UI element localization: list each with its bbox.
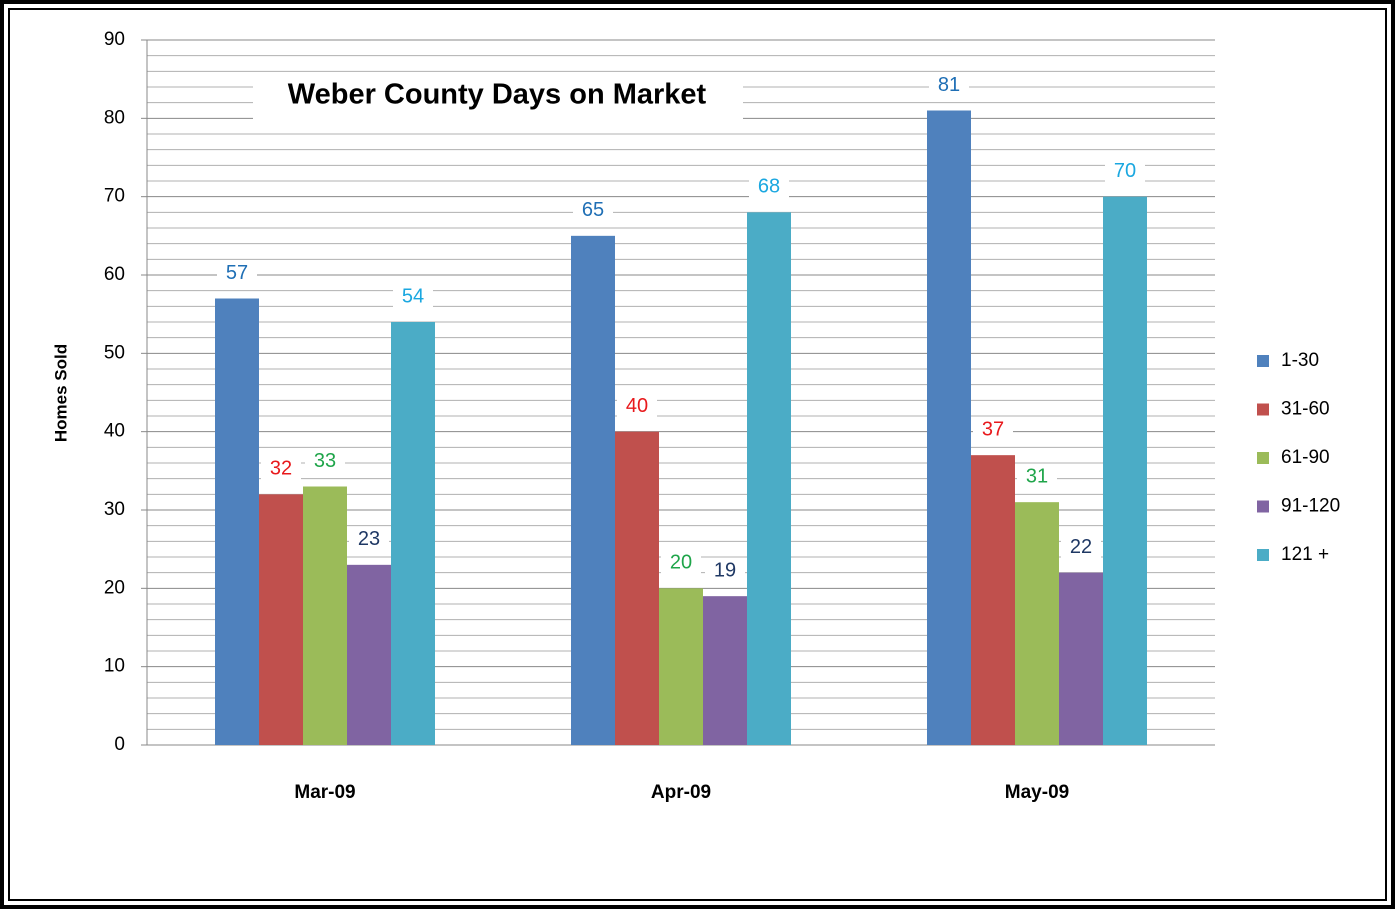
y-tick-label: 40 <box>104 421 125 442</box>
y-tick-label: 30 <box>104 499 125 520</box>
bar <box>347 564 391 745</box>
data-label-bg <box>305 448 345 475</box>
data-label-bg <box>573 197 613 224</box>
legend-label: 31-60 <box>1281 399 1330 420</box>
data-label: 37 <box>982 418 1004 440</box>
bar <box>615 431 659 745</box>
data-label-bg <box>929 72 969 99</box>
data-label-bg <box>617 393 657 420</box>
y-tick-label: 20 <box>104 577 125 598</box>
data-label: 40 <box>626 395 648 417</box>
data-label: 33 <box>314 450 336 472</box>
bar <box>259 494 303 745</box>
y-tick-label: 50 <box>104 342 125 363</box>
bar <box>927 110 971 745</box>
data-label-bg <box>217 260 257 287</box>
title-bg <box>253 72 743 120</box>
legend-swatch <box>1257 452 1269 464</box>
chart-title: Weber County Days on Market <box>288 79 707 111</box>
y-tick-label: 80 <box>104 107 125 128</box>
data-label-bg <box>749 174 789 201</box>
legend-swatch <box>1257 500 1269 513</box>
data-label: 23 <box>358 528 380 550</box>
bar <box>703 596 747 745</box>
data-label-bg <box>661 550 701 577</box>
legend-label: 1-30 <box>1281 350 1319 371</box>
legend-label: 61-90 <box>1281 447 1330 468</box>
bar <box>1103 196 1147 745</box>
y-tick-label: 0 <box>114 734 125 755</box>
bar <box>1015 502 1059 745</box>
data-label-bg <box>1061 534 1101 561</box>
y-tick-label: 90 <box>104 29 125 50</box>
y-tick-label: 70 <box>104 186 125 207</box>
bar <box>659 588 703 745</box>
data-label-bg <box>973 417 1013 444</box>
data-label-bg <box>1017 464 1057 491</box>
bar <box>215 298 259 745</box>
legend-label: 121 + <box>1281 544 1329 565</box>
y-tick-label: 10 <box>104 656 125 677</box>
data-label-bg <box>1105 158 1145 185</box>
x-tick-label: May-09 <box>1005 782 1069 803</box>
data-label-bg <box>349 526 389 553</box>
data-label-bg <box>705 558 745 585</box>
legend-label: 91-120 <box>1281 496 1340 517</box>
data-label: 81 <box>938 74 960 96</box>
bar <box>971 455 1015 745</box>
x-tick-label: Mar-09 <box>294 782 355 803</box>
x-tick-label: Apr-09 <box>651 782 711 803</box>
bar <box>747 212 791 746</box>
data-label-bg <box>261 456 301 483</box>
bar <box>391 322 435 745</box>
y-tick-label: 60 <box>104 264 125 285</box>
data-label: 31 <box>1026 465 1048 487</box>
data-label: 68 <box>758 176 780 198</box>
data-label: 70 <box>1114 160 1136 182</box>
data-label-bg <box>393 284 433 310</box>
legend-swatch <box>1257 549 1269 561</box>
data-label: 20 <box>670 552 692 574</box>
data-label: 65 <box>582 199 604 221</box>
bar <box>303 486 347 745</box>
inner-frame <box>8 8 1387 901</box>
legend-swatch <box>1257 403 1269 416</box>
data-label: 22 <box>1070 536 1092 558</box>
data-label: 57 <box>226 262 248 284</box>
data-label: 32 <box>270 458 292 480</box>
legend-swatch <box>1257 355 1269 367</box>
data-label: 54 <box>402 285 424 307</box>
bar <box>571 235 615 746</box>
y-axis-label: Homes Sold <box>51 344 70 442</box>
data-label: 19 <box>714 559 736 581</box>
bar <box>1059 572 1103 745</box>
